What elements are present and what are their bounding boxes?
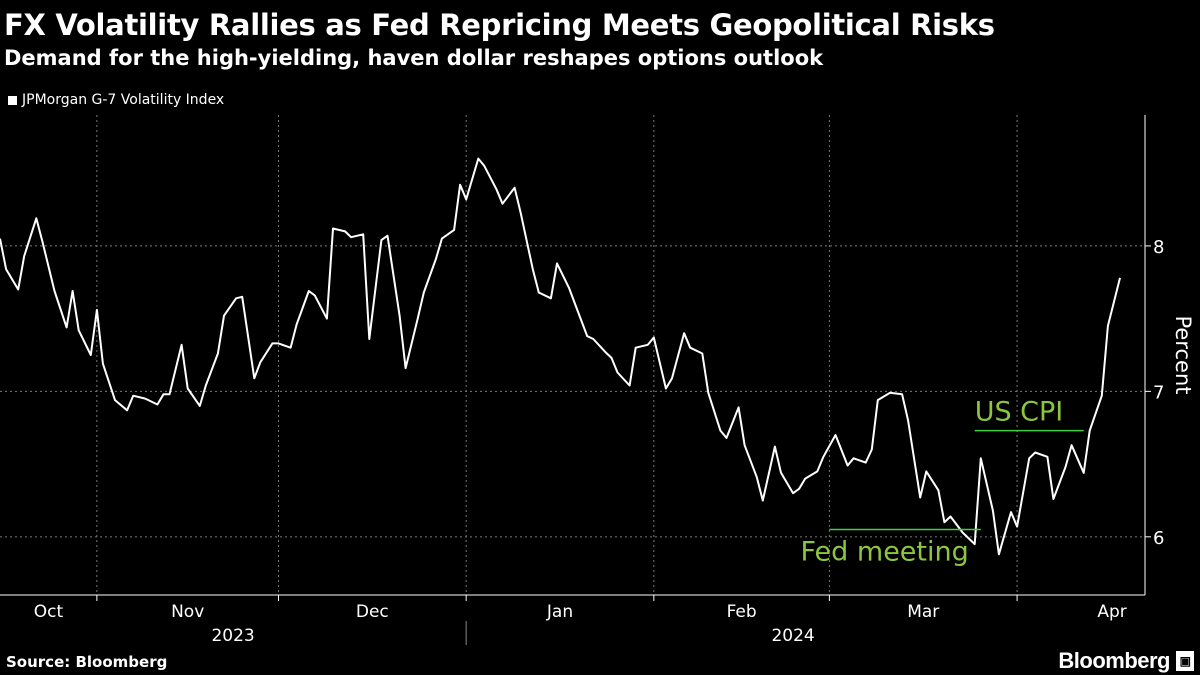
x-tick-label: Jan — [546, 602, 573, 622]
legend-swatch — [8, 95, 17, 105]
logo-mark-icon: ▣ — [1176, 651, 1194, 671]
series-line-g7-volatility — [0, 157, 1121, 556]
x-tick-label: Feb — [727, 602, 757, 622]
annotation-label: US CPI — [975, 397, 1064, 428]
y-axis-label: Percent — [1171, 315, 1195, 394]
x-tick-label: Dec — [356, 602, 389, 622]
x-tick-label: Oct — [34, 602, 64, 622]
chart-title: FX Volatility Rallies as Fed Repricing M… — [4, 8, 995, 42]
x-tick-label: Mar — [907, 602, 939, 622]
y-tick-label: 6 — [1153, 528, 1164, 549]
year-label: 2023 — [211, 626, 254, 646]
legend-label: JPMorgan G-7 Volatility Index — [22, 92, 225, 108]
source-note: Source: Bloomberg — [6, 653, 168, 671]
chart-subtitle: Demand for the high-yielding, haven doll… — [4, 46, 824, 70]
year-label: 2024 — [771, 626, 814, 646]
annotation-label: Fed meeting — [801, 537, 969, 568]
logo-text: Bloomberg — [1058, 648, 1170, 673]
y-tick-label: 7 — [1153, 382, 1164, 403]
x-tick-label: Nov — [171, 602, 204, 622]
x-tick-label: Apr — [1097, 602, 1126, 622]
y-tick-label: 8 — [1153, 237, 1164, 258]
legend: JPMorgan G-7 Volatility Index — [8, 92, 224, 108]
bloomberg-logo: Bloomberg ▣ — [1058, 648, 1194, 674]
